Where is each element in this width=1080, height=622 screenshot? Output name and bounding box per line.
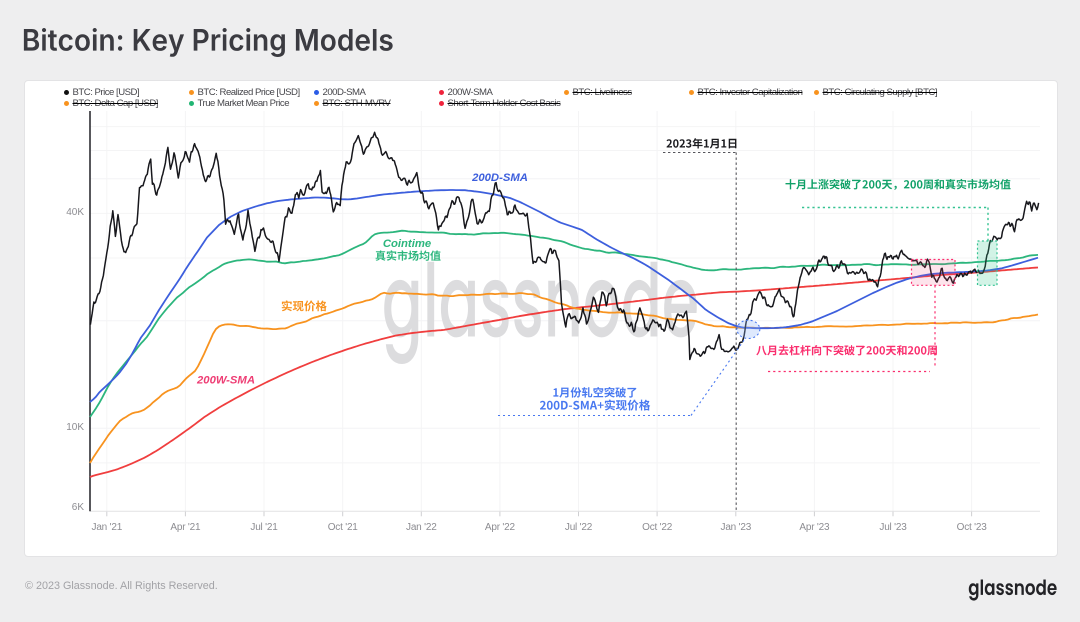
- svg-text:Cointime: Cointime: [383, 238, 431, 250]
- svg-text:200D-SMA: 200D-SMA: [471, 172, 528, 184]
- svg-text:200W-SMA: 200W-SMA: [196, 375, 255, 387]
